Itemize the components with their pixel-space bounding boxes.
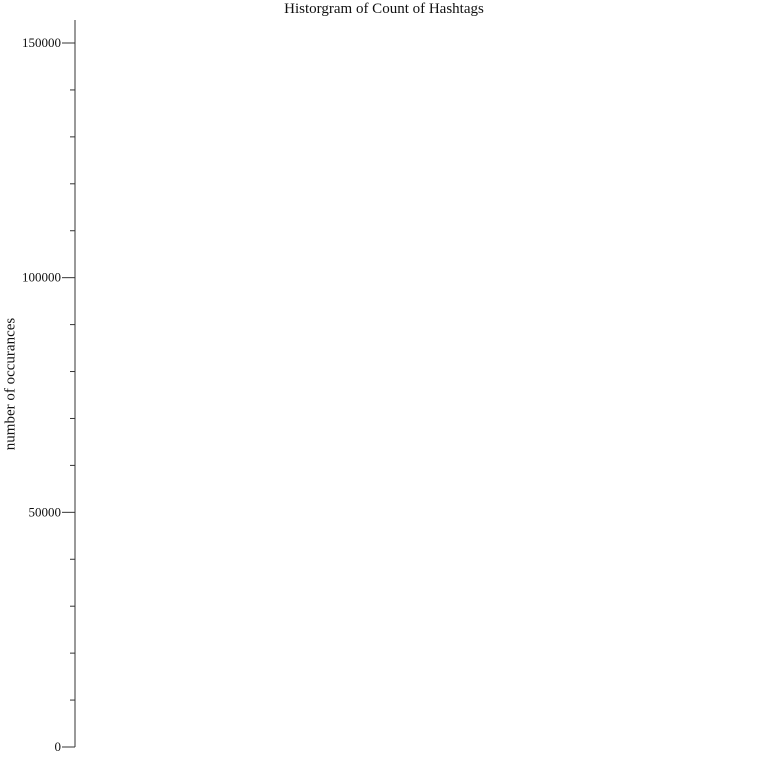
y-tick-label: 0 bbox=[55, 739, 62, 754]
y-tick-label: 100000 bbox=[22, 270, 61, 285]
y-tick-label: 50000 bbox=[29, 504, 62, 519]
chart-title: Historgram of Count of Hashtags bbox=[284, 1, 484, 17]
y-tick-label: 150000 bbox=[22, 35, 61, 50]
y-axis: 0 50000 100000 150000 bbox=[22, 20, 76, 754]
